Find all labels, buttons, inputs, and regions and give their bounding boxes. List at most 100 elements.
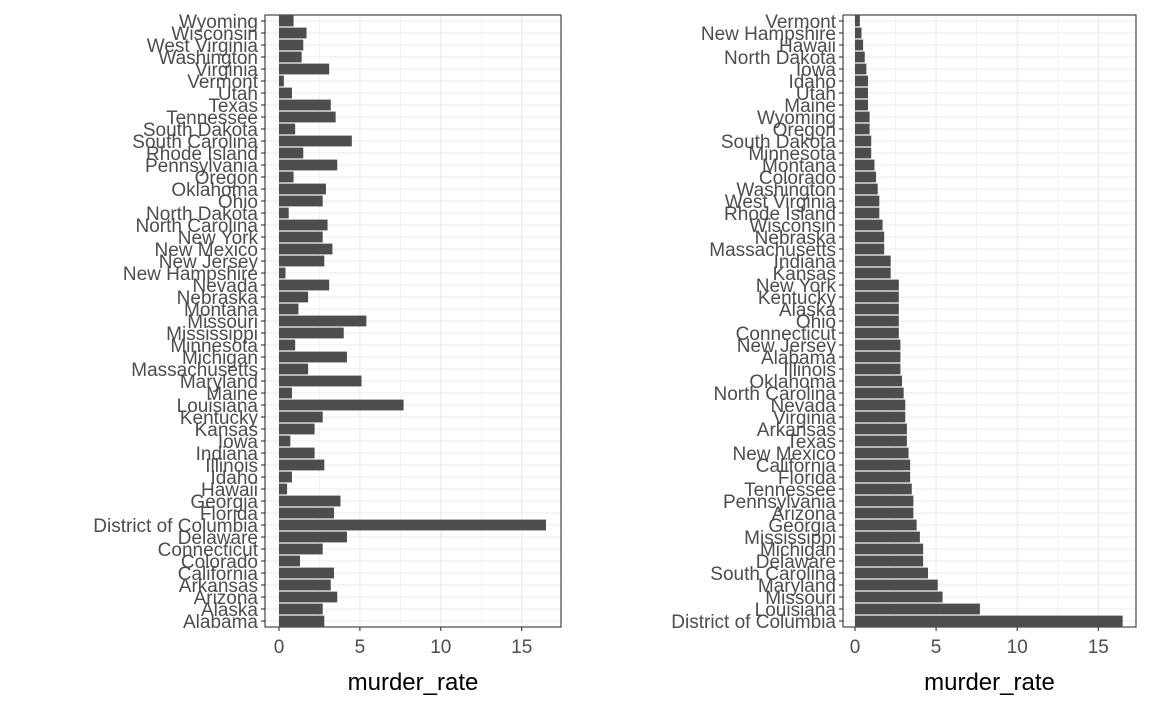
- ytick-label-1-45: Idaho: [788, 72, 836, 93]
- bar-0-46: [279, 63, 330, 75]
- ytick-label-1-36: Washington: [736, 180, 836, 201]
- bar-0-28: [279, 279, 330, 291]
- ytick-label-1-30: Indiana: [774, 252, 837, 273]
- bar-1-27: [855, 291, 899, 303]
- bar-0-20: [279, 375, 362, 387]
- ytick-label-0-48: West Virginia: [147, 36, 259, 57]
- bar-1-34: [855, 207, 880, 219]
- ytick-label-1-9: Arizona: [772, 504, 837, 525]
- bar-0-43: [279, 99, 331, 111]
- ytick-label-1-47: North Dakota: [724, 48, 836, 69]
- bar-0-45: [279, 75, 284, 87]
- ytick-label-0-45: Vermont: [187, 72, 258, 93]
- ytick-label-0-2: Arizona: [194, 588, 259, 609]
- ytick-label-1-44: Utah: [796, 84, 836, 105]
- bar-1-9: [855, 507, 914, 519]
- ytick-label-0-31: New Mexico: [155, 240, 258, 261]
- ytick-label-0-43: Texas: [208, 96, 258, 117]
- ytick-label-0-50: Wyoming: [179, 12, 258, 33]
- ytick-label-1-42: Wyoming: [757, 108, 836, 129]
- xtick-label-0-2: 10: [430, 637, 451, 658]
- ytick-label-1-15: Texas: [786, 432, 836, 453]
- ytick-label-1-41: Oregon: [773, 120, 836, 141]
- ytick-label-0-46: Virginia: [195, 60, 258, 81]
- ytick-label-1-21: Illinois: [783, 360, 836, 381]
- bar-1-45: [855, 75, 868, 87]
- x-axis-title-1: murder_rate: [924, 669, 1055, 696]
- bar-1-35: [855, 195, 880, 207]
- bar-0-30: [279, 255, 325, 267]
- bar-0-48: [279, 39, 304, 51]
- bar-0-9: [279, 507, 335, 519]
- bar-1-8: [855, 519, 917, 531]
- ytick-label-1-26: Alaska: [779, 300, 836, 321]
- bar-0-6: [279, 543, 323, 555]
- bar-0-12: [279, 471, 292, 483]
- bar-0-3: [279, 579, 331, 591]
- ytick-label-0-19: Maine: [206, 384, 258, 405]
- bar-0-37: [279, 171, 294, 183]
- ytick-label-0-4: California: [178, 564, 259, 585]
- bar-0-4: [279, 567, 335, 579]
- bar-0-23: [279, 339, 296, 351]
- ytick-label-1-40: South Dakota: [721, 132, 837, 153]
- ytick-label-1-39: Minnesota: [748, 144, 836, 165]
- ytick-label-0-16: Kansas: [195, 420, 258, 441]
- bar-1-5: [855, 555, 924, 567]
- ytick-label-1-19: North Carolina: [714, 384, 837, 405]
- bar-0-19: [279, 387, 292, 399]
- bar-0-5: [279, 555, 301, 567]
- bar-0-40: [279, 135, 352, 147]
- bar-1-25: [855, 315, 899, 327]
- bar-0-42: [279, 111, 336, 123]
- ytick-label-1-50: Vermont: [765, 12, 836, 33]
- xtick-label-0-3: 15: [511, 637, 532, 658]
- bar-0-14: [279, 447, 315, 459]
- ytick-label-0-44: Utah: [218, 84, 258, 105]
- ytick-label-0-20: Maryland: [180, 372, 258, 393]
- ytick-label-1-13: California: [756, 456, 837, 477]
- ytick-label-0-5: Colorado: [181, 552, 258, 573]
- ytick-label-0-22: Michigan: [182, 348, 258, 369]
- ytick-label-1-48: Hawaii: [779, 36, 836, 57]
- ytick-label-1-1: Louisiana: [755, 600, 837, 621]
- bar-1-19: [855, 387, 904, 399]
- ytick-label-0-11: Hawaii: [201, 480, 258, 501]
- bar-0-10: [279, 495, 341, 507]
- bar-0-38: [279, 159, 338, 171]
- bar-0-29: [279, 267, 286, 279]
- ytick-label-0-32: New York: [178, 228, 259, 249]
- bar-1-44: [855, 87, 868, 99]
- xtick-label-1-0: 0: [850, 637, 861, 658]
- bar-1-26: [855, 303, 899, 315]
- ytick-label-0-28: Nevada: [193, 276, 259, 297]
- bar-0-15: [279, 435, 291, 447]
- ytick-label-0-42: Tennessee: [166, 108, 258, 129]
- xtick-label-0-1: 5: [355, 637, 366, 658]
- ytick-label-1-49: New Hampshire: [701, 24, 836, 45]
- ytick-label-0-41: South Dakota: [143, 120, 259, 141]
- ytick-label-0-23: Minnesota: [170, 336, 258, 357]
- bar-1-11: [855, 483, 912, 495]
- ytick-label-1-38: Montana: [762, 156, 836, 177]
- ytick-label-0-7: Delaware: [178, 528, 258, 549]
- bar-1-13: [855, 459, 911, 471]
- bar-1-46: [855, 63, 867, 75]
- bar-1-37: [855, 171, 877, 183]
- ytick-label-0-10: Georgia: [190, 492, 258, 513]
- bar-1-40: [855, 135, 872, 147]
- bar-1-41: [855, 123, 870, 135]
- ytick-label-0-21: Massachusetts: [131, 360, 258, 381]
- xtick-label-1-1: 5: [931, 637, 942, 658]
- ytick-label-0-25: Missouri: [187, 312, 258, 333]
- ytick-label-1-27: Kentucky: [758, 288, 837, 309]
- bar-1-6: [855, 543, 924, 555]
- ytick-label-1-35: West Virginia: [725, 192, 837, 213]
- bar-1-17: [855, 411, 906, 423]
- bar-1-20: [855, 375, 903, 387]
- ytick-label-0-15: Iowa: [218, 432, 259, 453]
- bar-0-1: [279, 603, 323, 615]
- ytick-label-1-22: Alabama: [761, 348, 836, 369]
- bar-0-33: [279, 219, 328, 231]
